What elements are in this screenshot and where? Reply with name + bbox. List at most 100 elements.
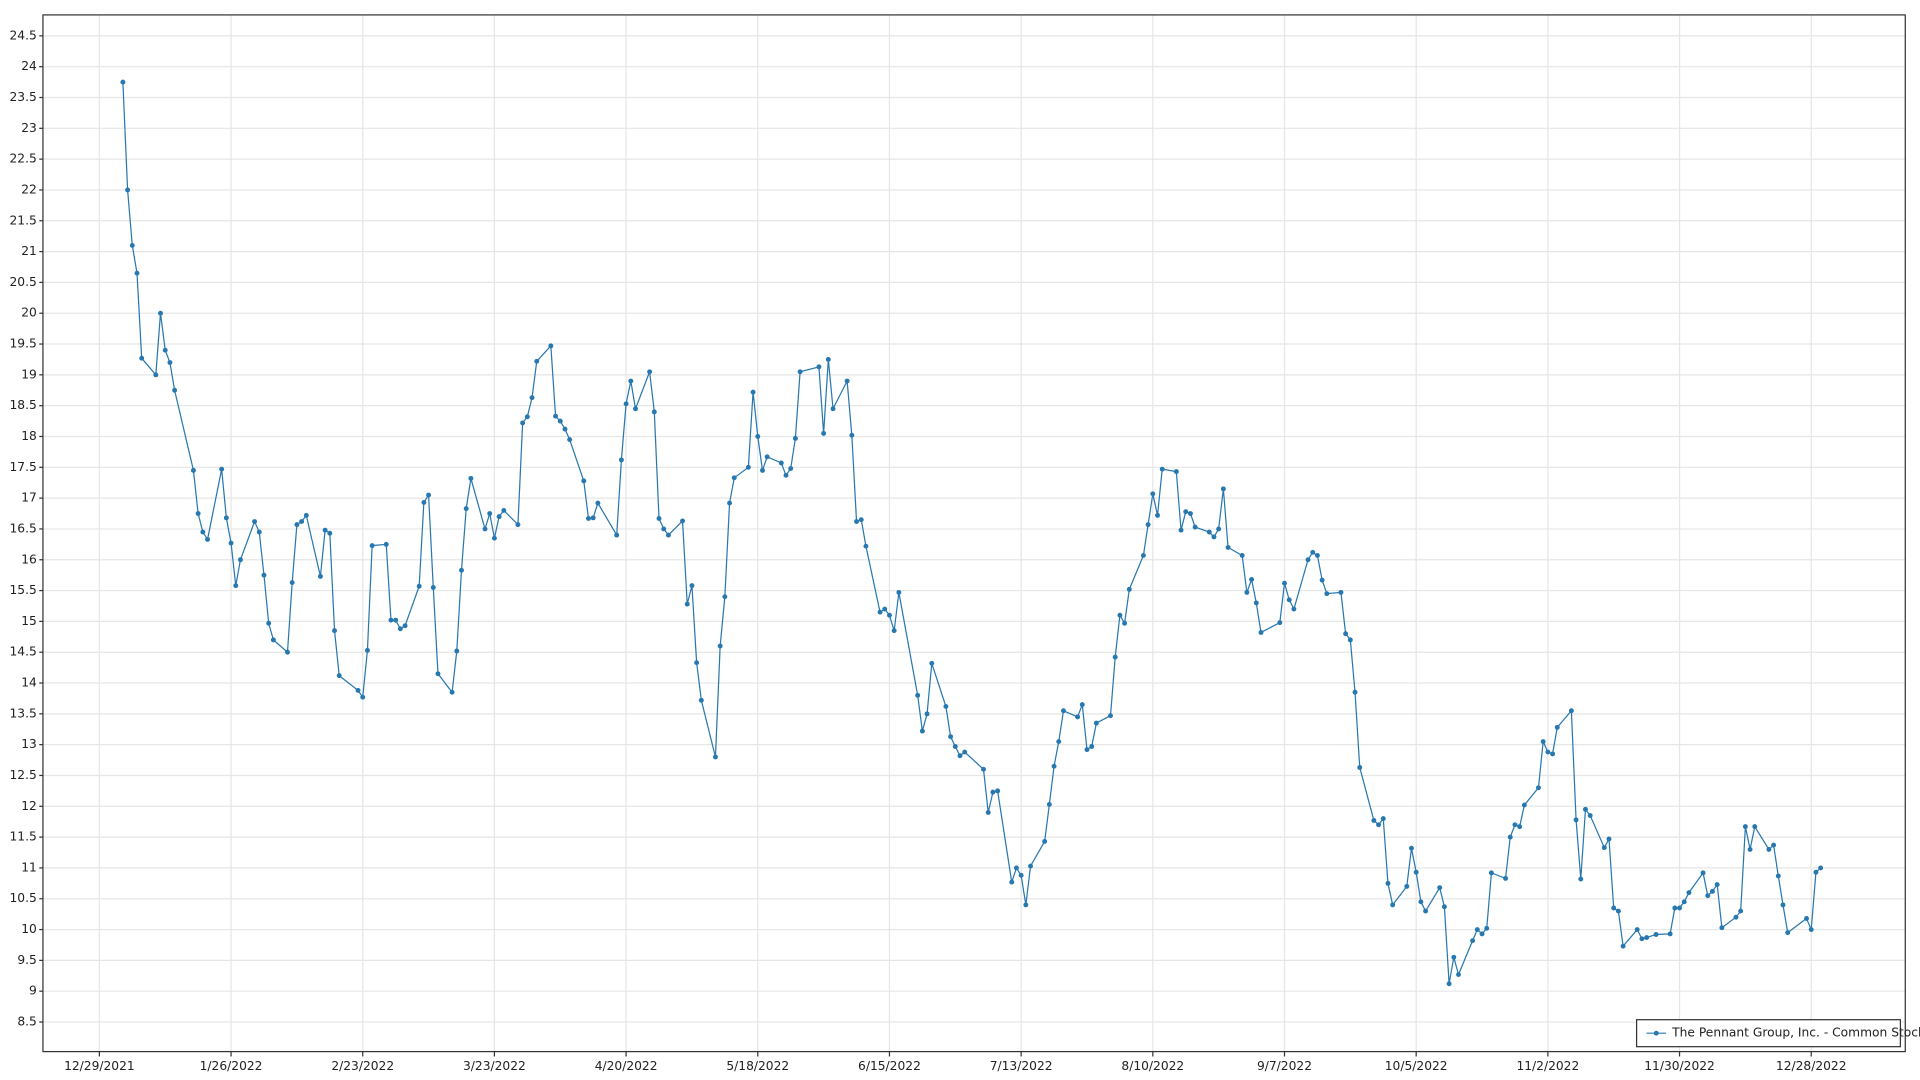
data-point: [1122, 620, 1128, 626]
data-point: [623, 401, 629, 407]
data-point: [529, 395, 535, 401]
data-point: [1818, 865, 1824, 871]
data-point: [854, 519, 859, 524]
data-point: [1507, 834, 1513, 840]
data-point: [1112, 654, 1118, 660]
data-point: [299, 519, 305, 524]
x-tick-label: 10/5/2022: [1385, 1059, 1448, 1073]
data-point: [1310, 549, 1316, 555]
data-point: [1093, 720, 1099, 726]
data-point: [1653, 932, 1659, 937]
y-tick-label: 23: [21, 121, 37, 135]
data-point: [877, 609, 883, 615]
data-point: [1710, 888, 1715, 894]
data-point: [1747, 846, 1753, 852]
data-point: [1413, 869, 1419, 875]
legend-box: [1635, 1019, 1901, 1048]
data-point: [134, 270, 140, 276]
data-point: [1380, 816, 1386, 822]
data-point: [1785, 930, 1791, 936]
legend-label: The Pennant Group, Inc. - Common Stock: [1671, 1026, 1920, 1040]
data-point: [435, 671, 441, 677]
data-point: [651, 409, 657, 415]
data-point: [449, 689, 455, 695]
data-point: [1183, 509, 1189, 515]
data-point: [1056, 739, 1062, 745]
x-tick-label: 12/29/2021: [64, 1059, 135, 1073]
data-point: [1545, 749, 1551, 755]
data-point: [1117, 612, 1123, 618]
data-point: [336, 673, 342, 679]
data-point: [788, 466, 794, 471]
data-point: [1291, 606, 1297, 612]
data-point: [125, 187, 131, 193]
data-point: [1216, 526, 1222, 532]
data-point: [223, 515, 229, 521]
data-point: [1554, 724, 1560, 730]
data-point: [1126, 586, 1132, 592]
data-point: [1484, 925, 1490, 931]
data-point: [590, 515, 596, 521]
data-point: [628, 378, 634, 384]
data-point: [1587, 813, 1593, 818]
data-point: [252, 519, 258, 524]
data-point: [360, 694, 366, 700]
y-tick-label: 9.5: [17, 953, 36, 967]
data-point: [1343, 631, 1349, 637]
data-point: [463, 506, 469, 512]
data-point: [548, 343, 554, 349]
data-point: [915, 692, 921, 698]
y-tick-label: 10.5: [10, 891, 37, 905]
data-point: [1521, 802, 1527, 808]
data-point: [985, 809, 991, 815]
data-point: [1503, 875, 1508, 881]
y-tick-label: 12.5: [10, 768, 37, 782]
x-tick-label: 11/2/2022: [1516, 1059, 1579, 1073]
y-tick-label: 22.5: [10, 152, 37, 166]
y-tick-label: 23.5: [10, 90, 37, 104]
data-point: [459, 567, 464, 573]
data-point: [1813, 869, 1819, 875]
data-point: [1206, 529, 1212, 535]
data-point: [717, 643, 723, 649]
data-point: [1220, 486, 1226, 492]
data-point: [1173, 469, 1179, 475]
data-point: [120, 79, 126, 85]
data-point: [1211, 534, 1217, 540]
x-tick-label: 1/26/2022: [200, 1059, 263, 1073]
data-point: [1319, 577, 1325, 583]
data-point: [1028, 863, 1033, 869]
data-point: [1601, 845, 1607, 851]
data-point: [1540, 739, 1546, 745]
data-point: [553, 413, 559, 419]
data-point: [1611, 905, 1617, 911]
data-point: [745, 464, 751, 470]
data-point: [1451, 954, 1457, 960]
y-tick-label: 16.5: [10, 521, 37, 535]
data-point: [896, 589, 902, 595]
data-point: [322, 527, 328, 533]
data-point: [1051, 763, 1057, 769]
data-point: [750, 389, 756, 395]
x-tick-label: 5/18/2022: [726, 1059, 789, 1073]
data-point: [172, 387, 178, 393]
data-point: [1145, 522, 1151, 528]
data-point: [712, 754, 718, 760]
data-point: [1376, 822, 1382, 828]
data-point: [534, 358, 540, 364]
data-point: [586, 516, 591, 521]
data-point: [228, 540, 234, 546]
data-point: [1714, 882, 1720, 888]
y-tick-label: 19.5: [10, 337, 37, 351]
data-point: [1766, 846, 1772, 852]
x-tick-label: 8/10/2022: [1121, 1059, 1184, 1073]
data-point: [162, 347, 168, 353]
data-point: [1347, 637, 1353, 643]
data-point: [1423, 908, 1429, 914]
data-point: [1404, 883, 1410, 889]
data-point: [858, 517, 864, 523]
data-point: [1808, 927, 1814, 933]
data-point: [261, 572, 267, 578]
data-point: [825, 356, 831, 362]
